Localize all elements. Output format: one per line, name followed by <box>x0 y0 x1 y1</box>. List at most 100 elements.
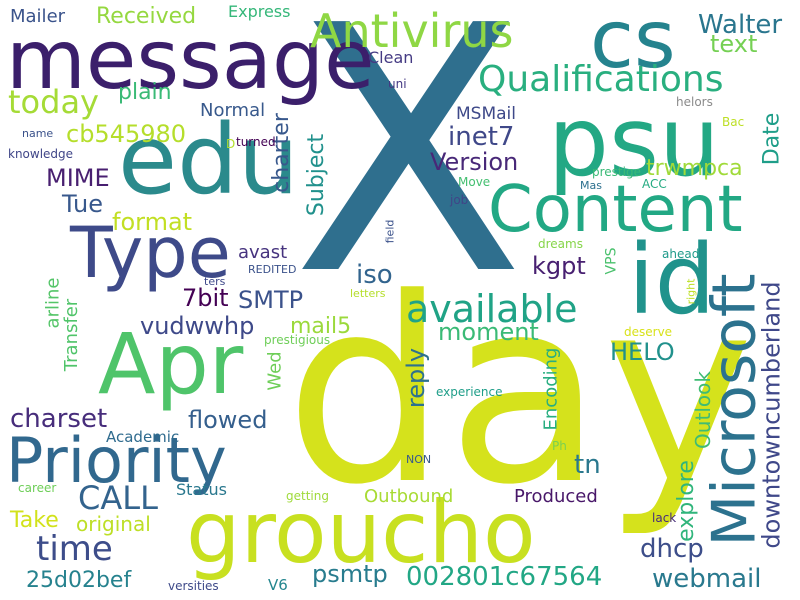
word-job: job <box>450 193 469 207</box>
word-7bit: 7bit <box>182 284 229 312</box>
word-produced: Produced <box>514 486 598 507</box>
word-clean: Clean <box>368 48 414 67</box>
word-status: Status <box>176 480 227 499</box>
word-bac: Bac <box>722 115 745 129</box>
word-mas: Mas <box>580 179 602 192</box>
word-dhcp: dhcp <box>640 534 704 564</box>
word-outlook: Outlook <box>690 371 715 449</box>
word-helo: HELO <box>610 338 675 366</box>
word-psu: psu <box>548 86 720 198</box>
word-outbound: Outbound <box>364 486 454 507</box>
word-move: Move <box>458 175 491 189</box>
word-mailer: Mailer <box>10 6 66 27</box>
word-charter: charter <box>268 113 294 193</box>
word-academic: Academic <box>106 428 180 446</box>
word-plain: plain <box>118 80 172 105</box>
word-express: Express <box>228 2 291 21</box>
word-cs: cs <box>590 0 676 86</box>
word-tue: Tue <box>62 190 103 218</box>
word-career: career <box>18 481 57 495</box>
word-groucho: groucho <box>186 483 536 583</box>
word-vps: VPS <box>603 247 620 275</box>
word-avast: avast <box>238 242 288 263</box>
word-tn: tn <box>574 450 601 480</box>
word-downtowncumberland: downtowncumberland <box>757 281 786 549</box>
word-qualifications: Qualifications <box>478 59 724 100</box>
word-iso: iso <box>356 260 393 290</box>
word-smtp: SMTP <box>238 286 304 314</box>
word-original: original <box>76 512 151 536</box>
word-format: format <box>112 208 193 236</box>
word-type: Type <box>70 212 231 294</box>
word-ahead: ahead <box>662 247 700 261</box>
word-knowledge: knowledge <box>8 147 74 161</box>
word-walter: Walter <box>698 10 783 40</box>
word-charset: charset <box>10 404 108 434</box>
word-uni: uni <box>388 77 407 91</box>
word-x: X <box>292 0 525 350</box>
word-encoding: Encoding <box>540 347 562 431</box>
word-date: Date <box>759 112 785 166</box>
word-wed: Wed <box>264 351 286 391</box>
word-moment: moment <box>438 318 539 346</box>
word-prestigious: prestigious <box>264 333 331 347</box>
word-25d02bef: 25d02bef <box>26 568 132 593</box>
word-d: D <box>226 137 236 151</box>
word-normal: Normal <box>200 100 266 121</box>
word-text: text <box>710 30 758 58</box>
word-reply: reply <box>402 347 431 409</box>
word-id: id <box>628 224 716 336</box>
word-antivirus: Antivirus <box>310 4 514 58</box>
word-cb545980: cb545980 <box>66 120 187 148</box>
word-versities: versities <box>168 579 219 593</box>
word-002801c67564: 002801c67564 <box>406 562 603 592</box>
word-psmtp: psmtp <box>312 560 388 588</box>
word-priority: Priority <box>6 424 227 497</box>
word-message: message <box>6 13 375 108</box>
word-helors: helors <box>676 95 713 109</box>
word-turned: turned <box>236 135 276 149</box>
word-trwmpca: trwmpca <box>646 156 743 181</box>
word-getting: getting <box>286 489 329 503</box>
word-day: day <box>285 244 755 541</box>
word-letters: letters <box>350 287 386 300</box>
word-mime: MIME <box>46 164 110 192</box>
word-msmail: MSMail <box>456 104 516 124</box>
word-received: Received <box>96 4 197 29</box>
word-ters: ters <box>204 275 226 288</box>
word-content: Content <box>488 173 743 247</box>
word-subject: Subject <box>304 133 330 217</box>
word-right: right <box>684 278 698 305</box>
word-acc: ACC <box>642 177 667 191</box>
word-v6: V6 <box>268 576 288 594</box>
word-mail5: mail5 <box>290 314 352 339</box>
word-lack: lack <box>652 511 677 525</box>
word-ph: Ph <box>552 439 567 453</box>
word-dreams: dreams <box>538 237 583 251</box>
word-inet7: inet7 <box>448 122 515 152</box>
word-kgpt: kgpt <box>532 252 586 280</box>
word-field: field <box>383 219 397 244</box>
word-deserve: deserve <box>624 325 673 339</box>
word-take: Take <box>10 508 59 533</box>
word-vudwwhp: vudwwhp <box>140 312 255 340</box>
word-mimeole: MIMEOLE <box>0 174 8 388</box>
word-explore: explore <box>673 460 699 542</box>
word-prestige: prestige <box>592 165 641 179</box>
word-experience: experience <box>436 385 503 399</box>
word-flowed: flowed <box>188 406 268 434</box>
word-webmail: webmail <box>652 564 762 594</box>
word-name: name <box>22 127 54 140</box>
word-edu: edu <box>118 104 299 216</box>
word-non: NON <box>406 453 432 466</box>
word-arline: arline <box>42 277 64 329</box>
word-time: time <box>36 529 113 569</box>
word-transfer: Transfer <box>61 298 83 372</box>
word-available: available <box>406 287 578 331</box>
word-version: Version <box>430 148 519 176</box>
word-call: CALL <box>78 479 158 517</box>
word-today: today <box>8 83 99 121</box>
word-redited: REDITED <box>248 263 297 276</box>
word-apr: Apr <box>98 315 244 413</box>
